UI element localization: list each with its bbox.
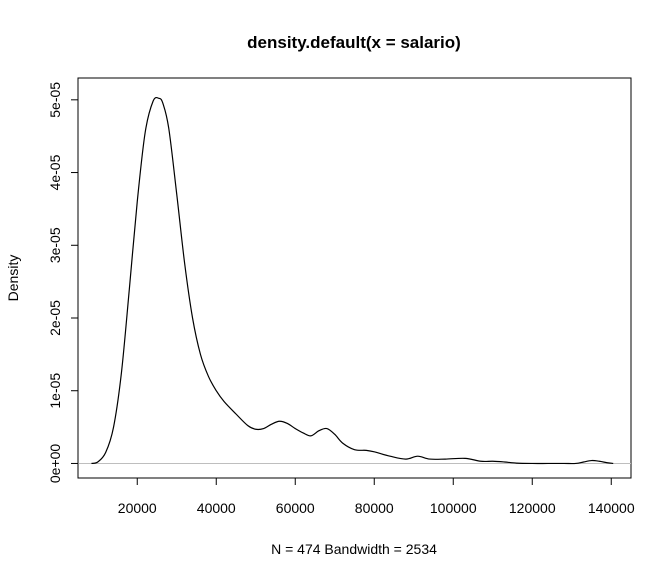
y-tick-label: 4e-05	[47, 154, 63, 190]
y-tick-label: 2e-05	[47, 300, 63, 336]
x-axis-label: N = 474 Bandwidth = 2534	[271, 541, 437, 557]
y-tick-label: 1e-05	[47, 373, 63, 409]
x-tick-label: 20000	[118, 500, 157, 516]
y-axis: 0e+00 1e-05 2e-05 3e-05 4e-05 5e-05	[47, 82, 79, 484]
plot-area-frame	[77, 77, 632, 479]
chart-title: density.default(x = salario)	[247, 33, 461, 52]
y-axis-label: Density	[5, 255, 21, 302]
density-curve	[91, 96, 614, 465]
x-tick-label: 140000	[588, 500, 635, 516]
x-tick-label: 40000	[197, 500, 236, 516]
x-axis: 20000 40000 60000 80000 100000 120000 140000	[118, 477, 635, 516]
x-tick-label: 80000	[355, 500, 394, 516]
x-tick-label: 60000	[276, 500, 315, 516]
x-tick-label: 120000	[509, 500, 556, 516]
y-tick-label: 3e-05	[47, 227, 63, 263]
x-tick-label: 100000	[430, 500, 477, 516]
y-tick-label: 0e+00	[47, 444, 63, 484]
y-tick-label: 5e-05	[47, 82, 63, 118]
